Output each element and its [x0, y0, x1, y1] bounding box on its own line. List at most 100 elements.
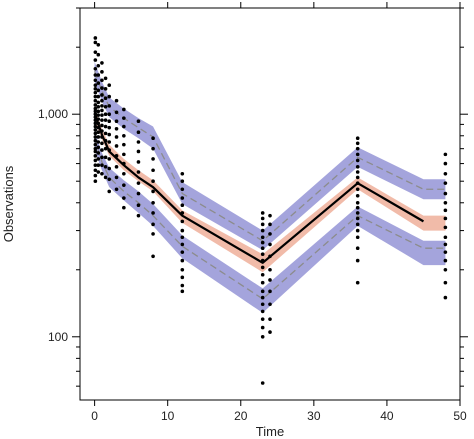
data-point — [355, 205, 360, 210]
data-point — [114, 119, 119, 124]
data-point — [443, 250, 448, 254]
data-point — [93, 146, 98, 151]
data-point — [443, 242, 448, 247]
data-point — [93, 121, 98, 126]
data-point — [107, 112, 112, 117]
data-point — [443, 208, 448, 213]
prediction-bands — [94, 61, 446, 313]
data-point — [93, 94, 98, 99]
data-point — [180, 289, 185, 294]
data-point — [103, 118, 108, 122]
data-point — [180, 242, 185, 247]
data-point — [268, 330, 272, 334]
data-point — [114, 154, 119, 158]
data-point — [100, 86, 104, 90]
y-tick-label: 100 — [48, 330, 68, 344]
data-point — [355, 175, 360, 180]
observed-p5-line — [93, 138, 446, 300]
data-point — [93, 58, 98, 62]
data-point — [180, 267, 185, 272]
data-point — [151, 254, 155, 259]
data-point — [260, 334, 265, 339]
data-point — [114, 187, 119, 192]
data-point — [93, 149, 98, 154]
data-point — [180, 235, 185, 240]
data-point — [122, 107, 126, 112]
data-point — [96, 130, 101, 135]
data-point — [151, 179, 155, 184]
data-point — [151, 232, 155, 236]
data-point — [93, 66, 98, 71]
data-point — [443, 171, 448, 176]
data-point — [122, 183, 126, 187]
data-point — [103, 165, 108, 169]
data-point — [268, 242, 272, 247]
data-point — [96, 135, 101, 139]
data-point — [93, 87, 98, 91]
data-point — [100, 118, 104, 122]
x-tick-label: 0 — [91, 409, 98, 423]
data-point — [93, 109, 98, 114]
data-point — [103, 104, 108, 109]
x-tick-label: 50 — [453, 409, 467, 423]
data-point — [93, 90, 98, 95]
data-point — [93, 73, 98, 77]
data-point — [96, 170, 101, 174]
data-point — [443, 161, 448, 166]
data-point — [355, 222, 360, 227]
p95-prediction-band — [94, 61, 446, 251]
data-point — [103, 175, 108, 180]
data-point — [96, 104, 101, 109]
data-point — [96, 121, 101, 126]
data-point — [268, 302, 272, 307]
data-point — [443, 235, 448, 240]
data-point — [93, 78, 98, 83]
data-point — [122, 205, 126, 210]
data-point — [260, 258, 265, 263]
data-point — [103, 76, 108, 81]
data-point — [122, 161, 126, 166]
data-point — [93, 179, 98, 184]
data-point — [107, 132, 112, 137]
data-point — [355, 181, 360, 185]
data-point — [355, 170, 360, 174]
data-point — [93, 106, 98, 111]
data-point — [100, 123, 104, 128]
data-point — [114, 98, 119, 103]
data-point — [151, 200, 155, 205]
data-point — [260, 252, 265, 256]
plot-frame — [79, 7, 461, 401]
data-point — [151, 168, 155, 173]
data-point — [180, 258, 185, 263]
data-point — [180, 187, 185, 192]
data-point — [107, 104, 112, 108]
data-point — [122, 196, 126, 200]
data-point — [260, 381, 265, 385]
data-point — [100, 148, 104, 152]
data-point — [93, 163, 98, 168]
data-point — [93, 138, 98, 143]
data-point — [260, 280, 265, 285]
data-point — [100, 78, 104, 83]
data-point — [443, 152, 448, 157]
data-point — [260, 302, 265, 307]
data-point — [93, 36, 98, 40]
data-point — [103, 138, 108, 143]
data-point — [96, 117, 101, 121]
data-point — [268, 213, 272, 218]
x-axis-title: Time — [256, 424, 284, 439]
data-point — [355, 216, 360, 221]
data-point — [268, 267, 272, 272]
data-point — [260, 216, 265, 221]
data-point — [96, 73, 101, 77]
data-point — [355, 187, 360, 192]
data-point — [180, 171, 185, 176]
data-point — [100, 129, 104, 133]
data-point — [268, 232, 272, 236]
data-point — [268, 317, 272, 321]
data-point — [443, 225, 448, 230]
data-point — [355, 200, 360, 205]
data-point — [107, 94, 112, 99]
data-point — [93, 131, 98, 136]
